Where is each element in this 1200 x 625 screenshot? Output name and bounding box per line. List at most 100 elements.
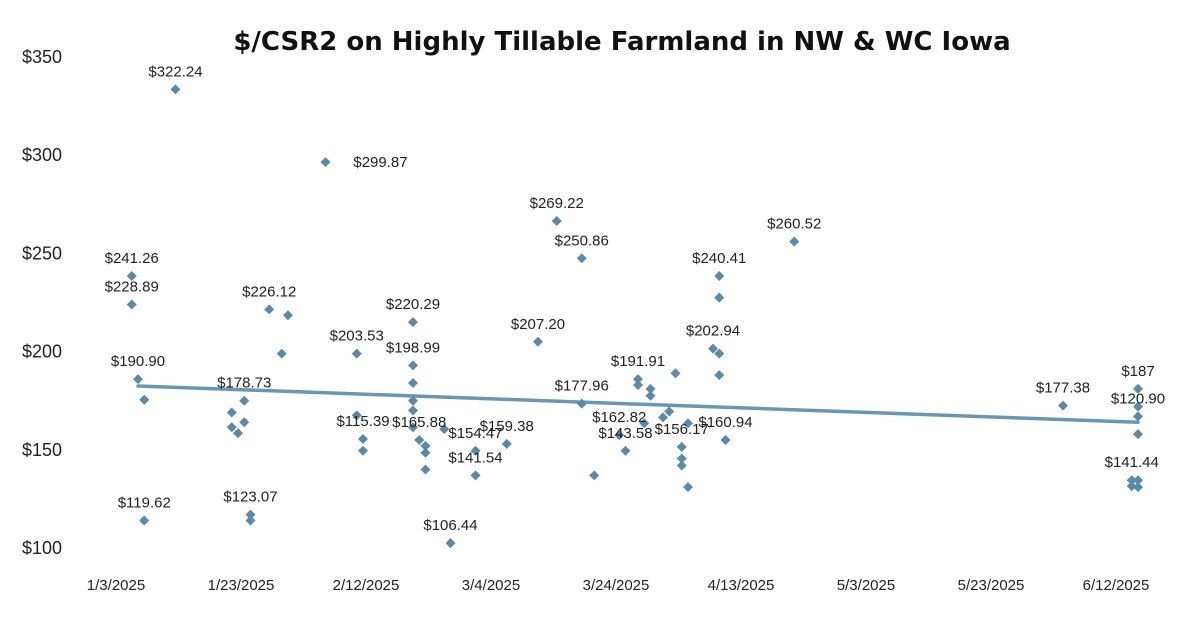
data-point: [645, 383, 656, 394]
y-tick-label: $250: [22, 243, 62, 263]
data-point: [589, 470, 600, 481]
data-label: $106.44: [423, 517, 477, 534]
data-point: [639, 418, 650, 429]
data-label: $191.91: [611, 353, 665, 370]
y-tick-label: $300: [22, 145, 62, 165]
data-point: [576, 398, 587, 409]
data-label: $269.22: [530, 195, 584, 212]
data-point: [1126, 475, 1137, 486]
x-tick-label: 3/4/2025: [462, 577, 520, 594]
x-tick-label: 6/12/2025: [1083, 577, 1150, 594]
data-point: [420, 440, 431, 451]
data-point: [714, 270, 725, 281]
data-label: $220.29: [386, 296, 440, 313]
data-point: [126, 299, 137, 310]
trendline-group: [136, 384, 1140, 425]
data-label: $228.89: [105, 278, 159, 295]
data-point: [358, 445, 368, 456]
data-label: $115.39: [336, 413, 389, 430]
data-point: [139, 394, 150, 405]
data-point: [351, 410, 362, 421]
x-tick-label: 2/12/2025: [333, 577, 400, 594]
data-point: [445, 538, 456, 549]
y-tick-label: $200: [22, 342, 62, 362]
data-point: [408, 317, 418, 328]
data-point: [283, 310, 293, 321]
data-label: $207.20: [511, 316, 565, 333]
data-point: [620, 445, 631, 456]
data-label: $178.73: [217, 375, 271, 392]
data-label: $250.86: [555, 232, 609, 249]
data-label: $202.94: [686, 323, 740, 340]
data-point: [676, 453, 687, 464]
data-label: $177.96: [555, 378, 609, 395]
data-point: [670, 368, 681, 379]
data-point: [408, 378, 418, 389]
data-point: [683, 418, 693, 429]
trendline: [136, 384, 1140, 425]
data-labels: $241.26 $228.89 $190.90 $119.62 $322.24 $178.…: [105, 63, 1165, 534]
data-point: [439, 424, 450, 435]
data-label: $198.99: [386, 339, 440, 356]
x-tick-label: 4/13/2025: [708, 577, 775, 594]
data-point: [414, 434, 425, 445]
data-label: $177.38: [1036, 380, 1090, 397]
data-point: [714, 370, 725, 381]
data-point: [264, 304, 275, 315]
x-tick-label: 3/24/2025: [583, 577, 650, 594]
data-point: [408, 405, 418, 416]
data-point: [1133, 411, 1143, 422]
x-axis: 1/3/2025 1/23/2025 2/12/2025 3/4/2025 3/24/2…: [87, 577, 1150, 594]
data-label: $203.53: [330, 328, 384, 345]
data-point: [645, 390, 656, 401]
data-point: [239, 395, 250, 406]
data-point: [614, 430, 625, 441]
chart-title: $/CSR2 on Highly Tillable Farmland in NW…: [233, 27, 1010, 57]
data-point: [633, 374, 643, 385]
x-tick-label: 5/23/2025: [958, 577, 1025, 594]
y-tick-label: $150: [22, 440, 62, 460]
data-point: [676, 441, 687, 452]
data-label: $162.82: [592, 409, 646, 426]
data-point: [133, 374, 143, 385]
data-point: [245, 509, 256, 520]
data-point: [676, 460, 687, 471]
data-label: $160.94: [698, 414, 752, 431]
data-label: $299.87: [353, 154, 407, 171]
data-point: [533, 336, 543, 347]
data-point: [226, 407, 237, 418]
data-label: $226.12: [242, 283, 296, 300]
data-point: [226, 422, 237, 433]
data-point: [358, 433, 368, 444]
data-point: [351, 348, 362, 359]
data-label: $159.38: [480, 418, 534, 435]
data-label: $187: [1121, 363, 1154, 380]
data-point: [408, 422, 418, 433]
data-point: [1058, 400, 1068, 411]
data-point: [1133, 383, 1143, 394]
y-tick-label: $350: [22, 47, 62, 67]
data-label: $141.54: [448, 449, 502, 466]
data-label: $141.44: [1105, 454, 1159, 471]
data-point: [420, 447, 431, 458]
data-point: [470, 445, 481, 456]
data-label: $240.41: [692, 250, 746, 267]
data-point: [470, 470, 481, 481]
data-label: $241.26: [105, 250, 159, 267]
data-point: [420, 464, 431, 475]
data-point: [233, 428, 243, 439]
data-point: [714, 292, 725, 303]
data-point: [239, 417, 250, 428]
data-label: $119.62: [118, 495, 171, 512]
x-tick-label: 1/3/2025: [87, 577, 145, 594]
data-label: $120.90: [1111, 390, 1165, 407]
data-point: [126, 270, 137, 281]
y-tick-label: $100: [22, 538, 62, 558]
data-label: $154.47: [448, 425, 502, 442]
data-point: [720, 434, 731, 445]
data-point: [276, 348, 287, 359]
data-point: [664, 406, 675, 417]
data-point: [408, 395, 418, 406]
data-label: $123.07: [223, 489, 277, 506]
